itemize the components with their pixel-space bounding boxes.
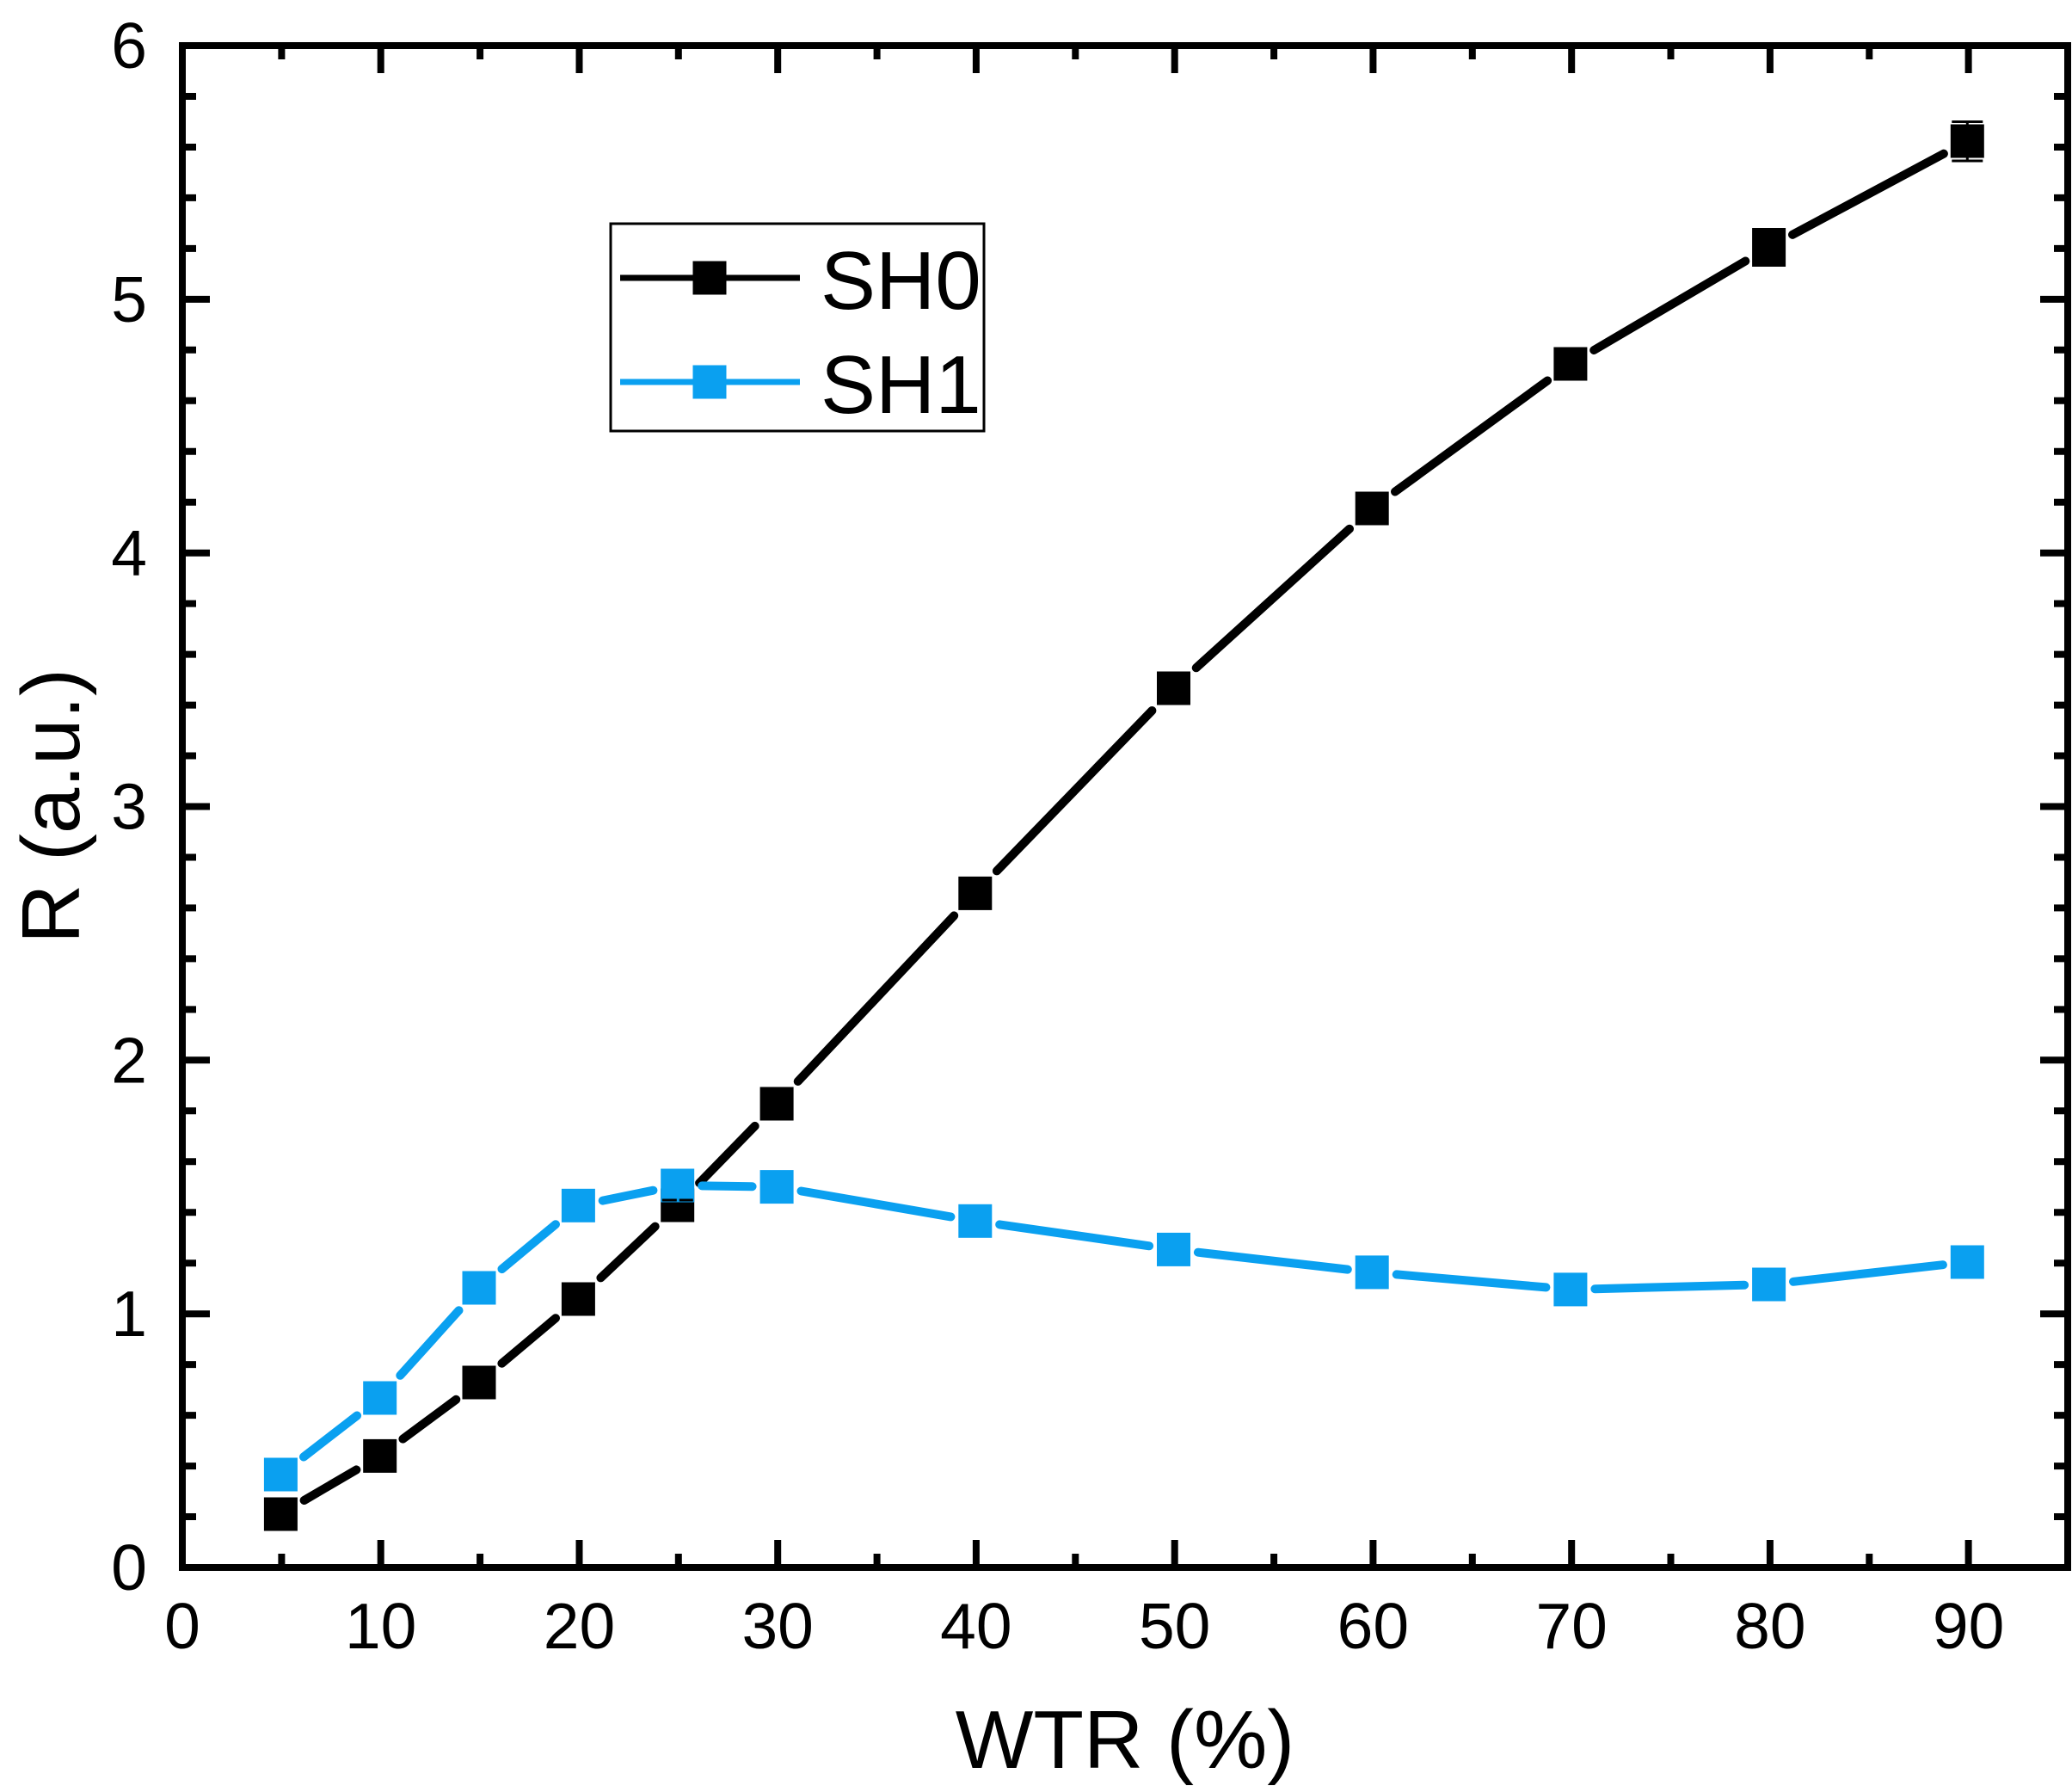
svg-text:90: 90 bbox=[1933, 1590, 2004, 1662]
svg-text:0: 0 bbox=[164, 1590, 200, 1662]
svg-text:20: 20 bbox=[544, 1590, 615, 1662]
svg-text:70: 70 bbox=[1535, 1590, 1607, 1662]
svg-text:50: 50 bbox=[1139, 1590, 1210, 1662]
svg-text:SH1: SH1 bbox=[821, 339, 981, 431]
svg-text:1: 1 bbox=[111, 1278, 147, 1350]
svg-text:6: 6 bbox=[111, 9, 147, 82]
svg-text:0: 0 bbox=[111, 1531, 147, 1604]
svg-text:80: 80 bbox=[1734, 1590, 1805, 1662]
svg-text:R (a.u.): R (a.u.) bbox=[5, 668, 97, 944]
svg-text:3: 3 bbox=[111, 771, 147, 843]
svg-text:60: 60 bbox=[1337, 1590, 1409, 1662]
svg-text:40: 40 bbox=[940, 1590, 1011, 1662]
svg-text:2: 2 bbox=[111, 1024, 147, 1096]
svg-text:10: 10 bbox=[345, 1590, 416, 1662]
svg-text:WTR (%): WTR (%) bbox=[956, 1694, 1295, 1786]
svg-text:4: 4 bbox=[111, 517, 147, 589]
svg-text:SH0: SH0 bbox=[821, 235, 981, 327]
svg-text:30: 30 bbox=[741, 1590, 813, 1662]
svg-text:5: 5 bbox=[111, 263, 147, 336]
